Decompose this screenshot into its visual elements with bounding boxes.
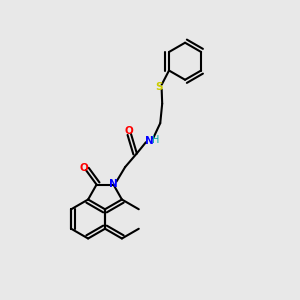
Text: H: H	[152, 135, 160, 145]
Text: O: O	[124, 127, 133, 136]
Text: N: N	[109, 179, 118, 189]
Text: N: N	[145, 136, 154, 146]
Text: S: S	[155, 82, 163, 92]
Text: O: O	[80, 163, 89, 172]
